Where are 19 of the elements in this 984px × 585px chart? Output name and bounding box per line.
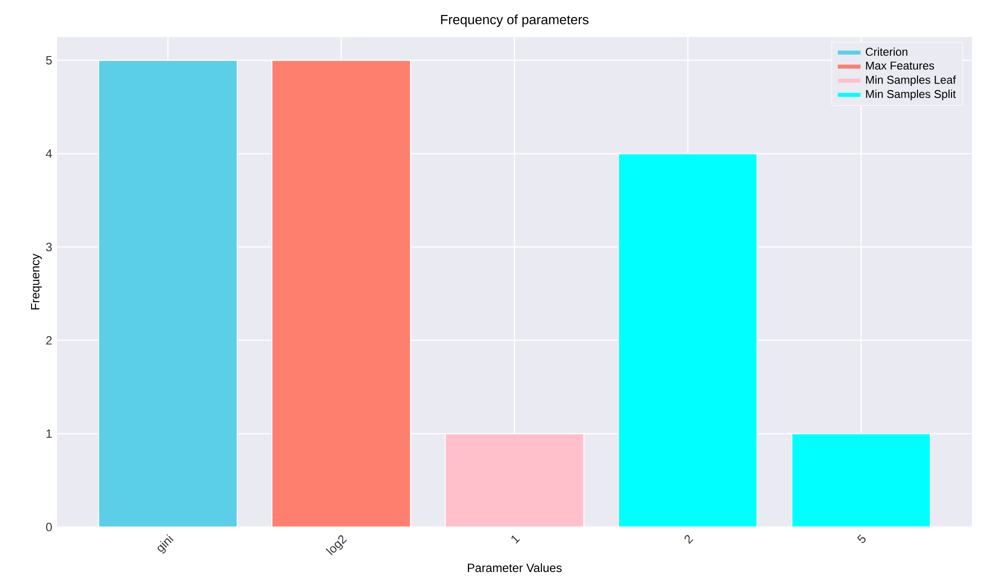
legend-label: Min Samples Split bbox=[866, 90, 956, 100]
x-tick-label: 2 bbox=[684, 535, 694, 544]
x-tick-label: 1 bbox=[512, 536, 520, 544]
y-tick-label: 3 bbox=[46, 242, 52, 252]
y-tick-label: 5 bbox=[46, 56, 52, 65]
bar bbox=[618, 153, 758, 527]
x-tick-label: 5 bbox=[857, 534, 866, 543]
chart-title: Frequency of parameters bbox=[441, 14, 588, 27]
x-tick-label: gini bbox=[158, 534, 174, 554]
y-tick-label: 1 bbox=[46, 430, 52, 438]
legend-label: Min Samples Leaf bbox=[866, 75, 956, 86]
y-tick-label: 2 bbox=[46, 336, 52, 345]
legend-label: Max Features bbox=[866, 62, 934, 70]
legend-label: Criterion bbox=[866, 47, 908, 56]
y-tick-label: 4 bbox=[46, 150, 52, 158]
y-tick-label: 0 bbox=[46, 522, 52, 532]
x-axis-title: Parameter Values bbox=[468, 563, 562, 572]
bar bbox=[791, 433, 931, 527]
y-axis-title: Frequency bbox=[31, 254, 42, 310]
